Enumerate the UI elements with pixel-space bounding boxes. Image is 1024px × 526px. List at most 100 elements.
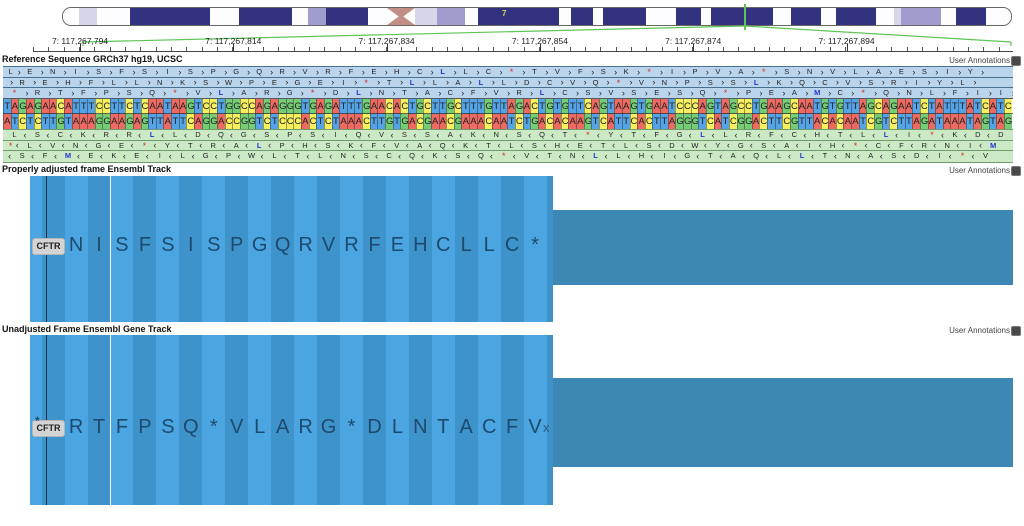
aa-cell: C ‹ <box>375 150 392 161</box>
frame-direction-chevron: ‹ <box>573 129 577 140</box>
aa-cell: Q ‹ <box>742 150 760 161</box>
frame-direction-chevron: › <box>705 66 709 77</box>
ruler-minor-tick <box>78 47 80 51</box>
base-cell: T <box>316 114 324 130</box>
frame-direction-chevron: ‹ <box>321 129 325 140</box>
frame-direction-chevron: › <box>56 77 60 87</box>
ruler-minor-tick <box>722 47 724 51</box>
aa-cell: A ‹ <box>222 140 239 150</box>
user-annotations-icon[interactable] <box>1011 326 1021 336</box>
aa-cell: V ‹ <box>38 140 56 150</box>
base-cell: T <box>767 114 775 130</box>
gene-solid-bar[interactable] <box>553 378 1013 467</box>
user-annotations-icon[interactable] <box>1011 56 1021 66</box>
chromosome-ideogram[interactable] <box>62 7 1012 26</box>
ruler-major-tick <box>539 44 541 51</box>
frame-direction-chevron: ‹ <box>268 140 272 150</box>
frame-direction-chevron: ‹ <box>818 140 822 150</box>
ensembl-user-annotations-label[interactable]: User Annotations <box>949 166 1010 175</box>
aa-cell: * ‹ <box>130 140 147 151</box>
aa-cell: S › <box>96 66 113 77</box>
gene-name-badge[interactable]: CFTR <box>32 238 65 255</box>
frame-direction-chevron: › <box>682 66 686 77</box>
frame-direction-chevron: › <box>277 87 281 98</box>
gene-solid-bar[interactable] <box>553 210 1013 285</box>
ensembl-aa-letter: V <box>528 416 542 438</box>
frame-direction-chevron: › <box>950 77 954 87</box>
base-cell: C <box>484 114 492 130</box>
aa-cell: L › <box>960 77 977 87</box>
aa-cell: N ‹ <box>61 140 79 150</box>
ensembl-aa-letter: C <box>481 416 497 438</box>
ideogram-band <box>791 8 821 25</box>
gene-name-badge[interactable]: CFTR <box>32 420 65 437</box>
aa-cell: K › <box>180 77 197 87</box>
reference-user-annotations-label[interactable]: User Annotations <box>949 56 1010 65</box>
frame-direction-chevron: ‹ <box>375 150 379 161</box>
frame-direction-chevron: › <box>224 66 228 77</box>
aa-cell: F ‹ <box>642 129 660 140</box>
aa-cell: V › <box>195 87 212 98</box>
aa-cell: * › <box>616 77 633 88</box>
aa-cell: S ‹ <box>413 129 430 140</box>
ruler-minor-tick <box>201 47 203 51</box>
frame-direction-chevron: › <box>147 77 151 87</box>
ensembl-aa-letter: P <box>230 234 244 256</box>
base-cell: A <box>79 114 88 130</box>
frame-direction-chevron: › <box>713 87 717 98</box>
aa-cell: S › <box>631 87 648 98</box>
aa-cell: V › <box>554 66 572 77</box>
aa-cell: S › <box>868 77 885 87</box>
frame-direction-chevron: ‹ <box>306 150 310 161</box>
frame-direction-chevron: ‹ <box>627 150 631 161</box>
frame-direction-chevron: › <box>897 87 901 98</box>
base-cell: G <box>446 98 454 114</box>
base-cell: C <box>782 114 790 130</box>
base-cell: G <box>598 98 607 114</box>
aa-cell: A ‹ <box>772 140 790 150</box>
frame-direction-chevron: ‹ <box>856 150 860 161</box>
codon-stripe <box>408 176 432 322</box>
aa-cell: I› <box>946 66 962 77</box>
codon-stripe <box>546 335 553 505</box>
codon-stripe <box>408 335 432 505</box>
codon-stripe <box>202 176 226 322</box>
frame-direction-chevron: ‹ <box>810 150 814 161</box>
gene-exon-block[interactable]: N I S F S I S P G Q R V R F E H C L L C * CFTR <box>30 176 553 322</box>
user-annotations-icon[interactable] <box>1011 166 1021 176</box>
frame-direction-chevron: ‹ <box>168 150 172 161</box>
aa-cell: L‹ <box>581 150 598 161</box>
base-cell: A <box>614 98 622 114</box>
aa-cell: D ‹ <box>963 129 981 140</box>
base-cell: G <box>919 114 928 130</box>
base-cell: C <box>736 98 745 114</box>
frame-direction-chevron: › <box>530 87 534 98</box>
frame-direction-chevron: ‹ <box>902 150 906 161</box>
base-cell: A <box>881 98 890 114</box>
aa-cell: S ‹ <box>8 150 25 161</box>
ensembl-user-annotations-label[interactable]: User Annotations <box>949 326 1010 335</box>
aa-cell: R › <box>34 87 52 98</box>
ensembl-aa-letter: R <box>298 234 313 256</box>
frame-direction-chevron: ‹ <box>390 129 394 140</box>
ideogram-band <box>821 8 836 25</box>
base-cell: G <box>514 98 523 114</box>
frame-direction-chevron: ‹ <box>367 129 371 140</box>
aa-cell: Q › <box>149 87 167 98</box>
frame-direction-chevron: › <box>866 66 870 77</box>
ensembl-aa-letter: D <box>367 416 382 438</box>
aa-cell: R ‹ <box>199 140 216 150</box>
aa-cell: D ‹ <box>986 129 1004 140</box>
frame-direction-chevron: ‹ <box>421 150 425 161</box>
ideogram-band <box>292 8 308 25</box>
frame-direction-chevron: › <box>728 66 732 77</box>
base-cell: T <box>438 98 447 114</box>
frame-direction-chevron: › <box>193 77 197 87</box>
base-cell: A <box>10 98 19 114</box>
aa-cell: T › <box>532 66 549 77</box>
ruler-major-tick <box>80 44 81 51</box>
frame-direction-chevron: ‹ <box>642 129 646 140</box>
frame-direction-chevron: ‹ <box>948 150 952 161</box>
base-cell: C <box>102 98 110 114</box>
